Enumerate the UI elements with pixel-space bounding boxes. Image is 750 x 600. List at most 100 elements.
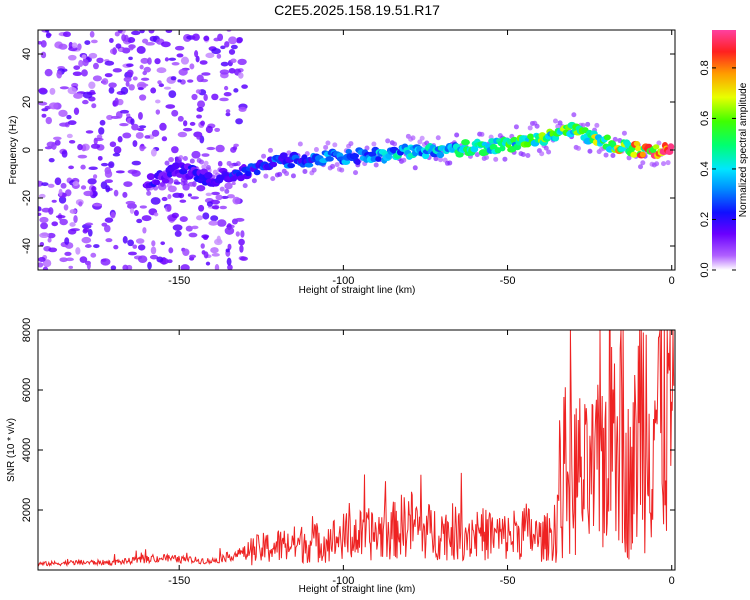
noise-blob [158,83,164,88]
noise-blob [59,122,69,127]
signal-halo [447,160,453,166]
noise-blob [88,52,98,59]
noise-blob [45,116,52,125]
signal-blob [667,143,675,151]
x-tick-label: 0 [669,575,675,587]
signal-halo [513,124,519,130]
noise-blob [38,212,42,217]
signal-blob [461,139,470,146]
noise-blob [105,238,113,243]
noise-blob [78,201,83,207]
noise-blob [64,251,72,256]
colorbar-label: Normalized spectral amplitude [738,82,749,217]
signal-halo [539,151,545,157]
noise-blob [123,76,132,83]
noise-blob [59,86,69,90]
noise-blob [161,136,168,142]
signal-halo [571,112,577,118]
noise-blob [174,230,182,237]
snr-x-ticks: -150 -100 -50 0 [168,330,675,587]
signal-halo [364,145,370,151]
noise-blob [145,42,155,46]
noise-blob [235,231,240,237]
noise-blob [47,183,55,188]
colorbar-tick-label: 0.2 [699,212,711,227]
noise-blob [205,52,215,59]
noise-blob [122,236,128,244]
noise-blob [58,43,68,50]
signal-halo [661,161,667,167]
noise-blob [137,255,148,263]
noise-blob [54,139,61,146]
noise-blob [234,217,245,222]
noise-blob [135,238,145,244]
noise-blob [138,125,147,129]
noise-blob [82,99,89,105]
signal-halo [555,123,561,129]
y-tick-label: 20 [21,96,33,108]
noise-blob [165,104,176,109]
noise-blob [227,264,233,270]
noise-blob [171,212,179,219]
noise-blob [117,30,123,34]
signal-blob [171,162,181,170]
noise-blob [92,174,98,179]
noise-blob [190,196,200,200]
signal-halo [502,156,508,162]
noise-blob [131,170,141,177]
noise-blob [130,118,135,126]
signal-halo [228,163,234,169]
noise-blob [205,125,213,134]
x-tick-label: 0 [669,275,675,287]
noise-blob [113,189,119,197]
noise-blob [189,121,196,126]
noise-blob [68,140,76,144]
noise-blob [115,43,122,49]
signal-halo [525,152,531,158]
signal-blob [166,171,174,178]
signal-blob [153,179,161,186]
noise-blob [168,90,177,98]
noise-blob [206,146,216,151]
noise-blob [167,194,172,200]
signal-blob [245,170,252,177]
signal-halo [371,141,377,147]
noise-blob [147,261,152,270]
noise-blob [54,177,62,186]
noise-blob [203,251,209,259]
noise-blob [67,228,77,235]
signal-halo [401,157,407,163]
signal-halo [638,164,644,170]
noise-blob [178,68,188,76]
noise-blob [75,247,81,255]
noise-blob [165,30,173,33]
noise-blob [241,84,248,89]
signal-halo [612,136,618,142]
noise-blob [153,212,159,217]
noise-blob [131,160,142,166]
noise-blob [108,161,115,169]
noise-blob [105,185,111,193]
noise-blob [217,160,223,167]
noise-blob [189,254,197,259]
noise-blob [228,48,236,55]
noise-blob [233,88,239,93]
noise-blob [191,150,201,159]
noise-blob [51,221,59,227]
noise-blob [48,157,55,163]
noise-blob [151,129,160,137]
noise-blob [227,243,232,250]
signal-halo [242,183,248,189]
noise-blob [179,199,187,203]
noise-blob [115,170,125,174]
noise-blob [51,199,57,203]
noise-blob [132,140,138,148]
noise-blob [135,132,144,139]
signal-blob [436,151,445,159]
signal-blob [287,162,296,169]
signal-blob [354,158,361,166]
noise-blob [199,135,205,144]
noise-blob [238,72,244,79]
noise-blob [38,193,46,199]
noise-blob [92,203,103,207]
